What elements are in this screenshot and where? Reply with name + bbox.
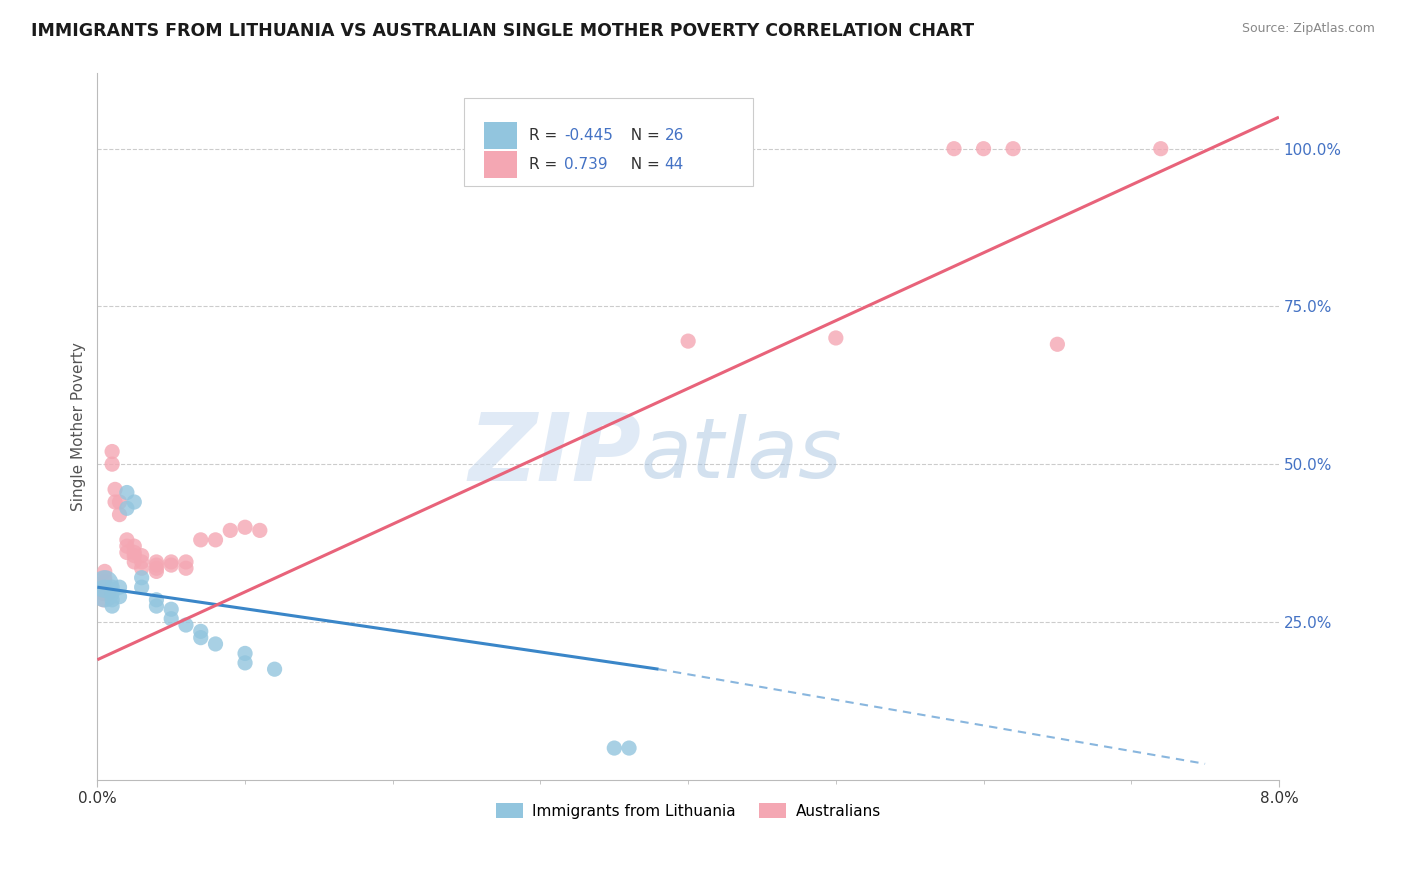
Point (101, 444, 124, 458)
Point (190, 631, 212, 645)
Point (131, 561, 153, 575)
Point (93, 565, 115, 579)
Text: atlas: atlas (641, 414, 842, 495)
Point (160, 558, 183, 573)
Point (104, 495, 127, 509)
Point (108, 508, 131, 522)
Point (108, 495, 131, 509)
Point (91, 592, 114, 607)
Point (91, 580, 114, 594)
Point (131, 555, 153, 569)
Point (190, 624, 212, 639)
Point (676, 334, 699, 348)
Text: 26: 26 (665, 128, 683, 143)
Point (145, 592, 167, 607)
Legend: Immigrants from Lithuania, Australians: Immigrants from Lithuania, Australians (489, 797, 887, 825)
Text: R =: R = (529, 128, 562, 143)
Point (104, 483, 127, 497)
Point (131, 549, 153, 563)
Point (124, 549, 146, 563)
Text: 44: 44 (665, 157, 683, 172)
Point (160, 612, 183, 626)
FancyBboxPatch shape (484, 122, 517, 149)
Text: 0.739: 0.739 (564, 157, 607, 172)
Text: N =: N = (621, 128, 665, 143)
Point (145, 599, 167, 613)
Point (233, 656, 256, 670)
Point (204, 533, 226, 547)
Point (101, 592, 124, 607)
Point (131, 580, 153, 594)
Point (190, 533, 212, 547)
Point (93, 574, 115, 588)
Point (973, 142, 995, 156)
Point (93, 586, 115, 600)
Point (101, 586, 124, 600)
Point (93, 571, 115, 585)
Point (1002, 142, 1025, 156)
Point (145, 555, 167, 569)
Point (115, 485, 138, 500)
Point (263, 662, 285, 676)
Point (108, 580, 131, 594)
Point (219, 524, 242, 538)
Point (145, 565, 167, 579)
Text: -0.445: -0.445 (564, 128, 613, 143)
Point (617, 741, 640, 756)
Point (108, 590, 131, 604)
Point (1150, 142, 1173, 156)
Point (160, 555, 183, 569)
Point (174, 618, 197, 632)
Point (943, 142, 966, 156)
Y-axis label: Single Mother Poverty: Single Mother Poverty (72, 342, 86, 511)
Point (101, 580, 124, 594)
Point (1046, 337, 1069, 351)
Point (124, 495, 146, 509)
Point (145, 561, 167, 575)
Point (233, 520, 256, 534)
Text: N =: N = (621, 157, 665, 172)
Text: Source: ZipAtlas.com: Source: ZipAtlas.com (1241, 22, 1375, 36)
Point (91, 577, 114, 591)
Text: R =: R = (529, 157, 567, 172)
Text: ZIP: ZIP (468, 409, 641, 500)
Point (115, 501, 138, 516)
Point (124, 539, 146, 553)
Point (93, 577, 115, 591)
Point (174, 555, 197, 569)
Point (115, 533, 138, 547)
Point (115, 539, 138, 553)
Point (91, 586, 114, 600)
Point (115, 545, 138, 559)
Point (101, 599, 124, 613)
Point (98, 586, 121, 600)
Point (145, 558, 167, 573)
FancyBboxPatch shape (484, 152, 517, 178)
Point (249, 524, 271, 538)
Point (174, 561, 197, 575)
Point (101, 457, 124, 471)
Point (124, 555, 146, 569)
Text: IMMIGRANTS FROM LITHUANIA VS AUSTRALIAN SINGLE MOTHER POVERTY CORRELATION CHART: IMMIGRANTS FROM LITHUANIA VS AUSTRALIAN … (31, 22, 974, 40)
Point (603, 741, 626, 756)
FancyBboxPatch shape (464, 98, 754, 186)
Point (131, 571, 153, 585)
Point (204, 637, 226, 651)
Point (124, 545, 146, 559)
Point (160, 602, 183, 616)
Point (824, 331, 846, 345)
Point (233, 647, 256, 661)
